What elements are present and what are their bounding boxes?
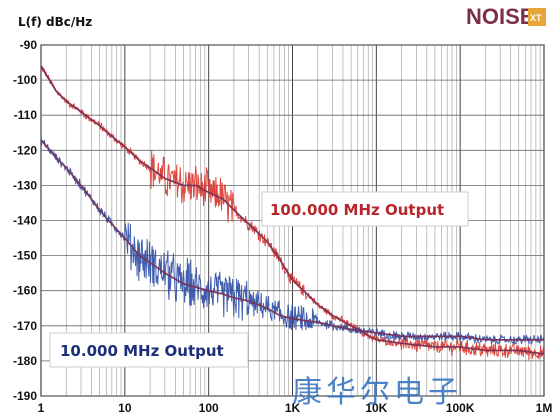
x-tick-label: 100: [199, 401, 219, 415]
annotation-10mhz: 10.000 MHz Output: [49, 332, 249, 368]
series-trace-1: [40, 135, 545, 346]
y-tick-label: -130: [13, 178, 37, 192]
y-tick-label: -110: [14, 108, 38, 122]
y-tick-label: -140: [13, 214, 37, 228]
y-tick-label: -120: [13, 143, 37, 157]
logo-badge: [528, 8, 546, 26]
annotation-10mhz-box: [49, 332, 249, 368]
x-tick-label: 1M: [536, 401, 553, 415]
y-axis-label: L(f) dBc/Hz: [18, 15, 92, 29]
y-tick-label: -150: [13, 249, 37, 263]
logo-main-text: NOISE: [466, 4, 534, 29]
x-tick-label: 1: [38, 401, 45, 415]
y-tick-label: -170: [13, 319, 37, 333]
y-tick-label: -160: [13, 284, 37, 298]
series-layer: [40, 64, 545, 361]
annotation-100mhz: 100.000 MHz Output: [261, 191, 469, 227]
series-trace-0: [40, 64, 545, 361]
y-tick-label: -100: [13, 73, 37, 87]
series-fit-1: [40, 139, 544, 341]
noisext-logo: NOISE XT: [466, 4, 546, 29]
x-tick-label: 1K: [285, 401, 301, 415]
axis-ticks: -90 -100 -110 -120 -130 -140 -150 -160 -170 -180 -…: [13, 38, 552, 415]
series-fit-0: [40, 65, 545, 355]
annotation-10mhz-label: 10.000 MHz Output: [60, 342, 224, 360]
y-tick-label: -190: [13, 389, 37, 403]
y-tick-label: -90: [20, 38, 38, 52]
x-tick-label: 10K: [365, 401, 387, 415]
logo-sub-text: XT: [530, 13, 542, 23]
annotation-100mhz-label: 100.000 MHz Output: [270, 201, 444, 219]
watermark: 康华尔电子: [292, 375, 462, 410]
x-tick-label: 100K: [446, 401, 475, 415]
x-tick-label: 10: [118, 401, 132, 415]
annotation-100mhz-box: [261, 191, 469, 227]
y-tick-label: -180: [13, 354, 37, 368]
